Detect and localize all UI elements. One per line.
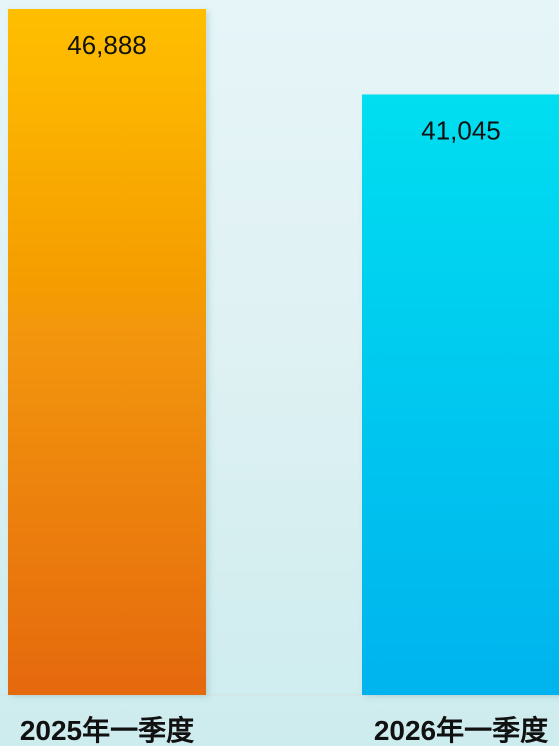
bar-2026q1 [362,94,559,696]
category-label-2025q1: 2025年一季度 [20,714,194,746]
value-label-2026q1: 41,045 [421,115,501,145]
bar-2025q1 [8,9,206,695]
category-labels: 2025年一季度 2026年一季度 [20,714,548,746]
value-label-2025q1: 46,888 [67,30,147,60]
bars [8,9,559,696]
category-label-2026q1: 2026年一季度 [374,714,548,746]
value-labels: 46,888 41,045 [67,30,501,145]
